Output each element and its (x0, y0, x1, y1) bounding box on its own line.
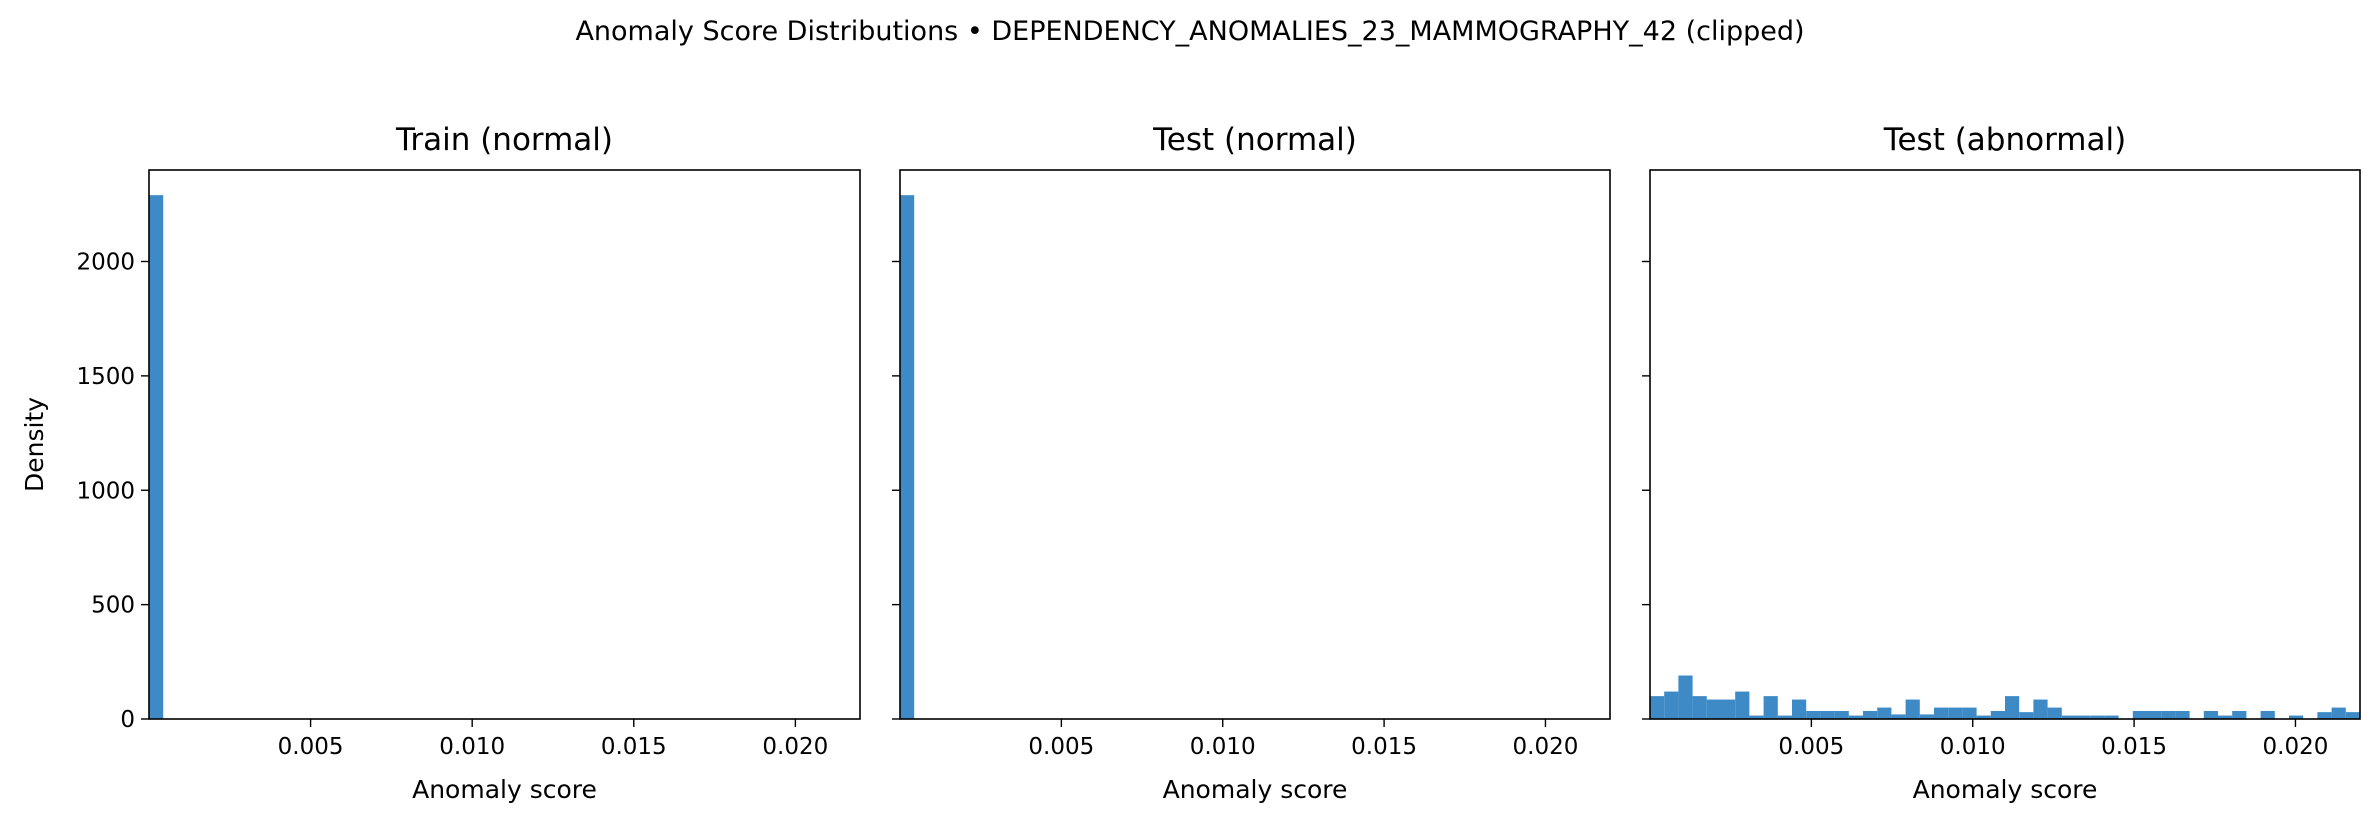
histogram-bar (2147, 710, 2162, 719)
x-axis-label: Anomaly score (1163, 775, 1348, 804)
chart-title: Train (normal) (395, 122, 613, 158)
histogram-bar (1962, 707, 1977, 719)
histogram-bar (2047, 707, 2062, 719)
histogram-bar (1919, 714, 1934, 719)
histogram-bar (1905, 699, 1920, 719)
histogram-bar (1863, 710, 1878, 719)
histogram-bar (1706, 699, 1721, 719)
chart-panel-3: 0.005 0.010 0.015 0.020 Test (abnormal) Anoma… (1642, 122, 2361, 804)
histogram-bar (1990, 710, 2005, 719)
histogram-bar (2232, 710, 2247, 719)
x-tick-label: 0.020 (2263, 734, 2329, 760)
histogram-bar (2260, 710, 2275, 719)
histogram-bar (1763, 696, 1778, 719)
histogram-bar (1820, 710, 1835, 719)
y-axis-label: Density (20, 397, 49, 492)
histogram-bar (1891, 714, 1906, 719)
x-axis-label: Anomaly score (412, 775, 597, 804)
x-tick-label: 0.015 (601, 734, 667, 760)
histogram-bar (2033, 699, 2048, 719)
histogram-bar (1777, 715, 1792, 719)
x-tick-label: 0.010 (439, 734, 505, 760)
axes-frame (1649, 169, 2361, 720)
histogram-bar (2175, 710, 2190, 719)
histogram-bar (1877, 707, 1892, 719)
histogram-bar (1678, 675, 1693, 719)
histogram-bar (1792, 699, 1807, 719)
histogram-bar (2203, 710, 2218, 719)
histogram-bar (1749, 715, 1764, 719)
histogram-bar (1664, 691, 1679, 719)
x-axis-label: Anomaly score (1913, 775, 2098, 804)
x-tick-label: 0.005 (1028, 734, 1094, 760)
histogram-bar (2345, 712, 2360, 719)
histogram-bar (1692, 696, 1707, 719)
histogram-bar (1834, 710, 1849, 719)
histogram-bar (900, 195, 915, 720)
x-tick-label: 0.005 (1778, 734, 1844, 760)
y-tick-label: 1500 (76, 364, 135, 390)
x-tick-label: 0.015 (1351, 734, 1417, 760)
figure-suptitle: Anomaly Score Distributions • DEPENDENCY… (575, 16, 1804, 47)
chart-panel-1: 0.005 0.010 0.015 0.020 0 500 1000 1500 2000 Trai… (20, 122, 861, 804)
axes-frame (899, 169, 1611, 720)
x-tick-label: 0.010 (1190, 734, 1256, 760)
histogram-bar (2005, 696, 2020, 719)
histogram-bar (2218, 715, 2233, 719)
histogram-bar (2289, 715, 2304, 719)
histogram-bar (1934, 707, 1949, 719)
y-tick-label: 0 (120, 707, 135, 733)
histogram-bar (2019, 712, 2034, 719)
histogram-bar (2132, 710, 2147, 719)
histogram-bar (1650, 696, 1665, 719)
histogram-bar (2317, 712, 2332, 719)
histogram-bar (1948, 707, 1963, 719)
histogram-bar (2076, 715, 2091, 719)
histogram-bar (1806, 710, 1821, 719)
x-tick-label: 0.005 (278, 734, 344, 760)
y-tick-label: 2000 (76, 250, 135, 276)
x-tick-label: 0.015 (2101, 734, 2167, 760)
histogram-bar (2331, 707, 2346, 719)
histogram-bar (1848, 715, 1863, 719)
histogram-bar (2104, 715, 2119, 719)
histogram-bar (1735, 691, 1750, 719)
y-tick-label: 1000 (76, 478, 135, 504)
chart-title: Test (normal) (1152, 122, 1357, 158)
histogram-bar (2090, 715, 2105, 719)
x-tick-label: 0.020 (762, 734, 828, 760)
x-tick-label: 0.010 (1940, 734, 2006, 760)
histogram-bar (1721, 699, 1736, 719)
chart-title: Test (abnormal) (1883, 122, 2126, 158)
x-tick-label: 0.020 (1513, 734, 1579, 760)
histogram-bar (2061, 715, 2076, 719)
histogram-bar (149, 195, 164, 720)
axes-frame (148, 169, 861, 720)
histogram-bar (1976, 715, 1991, 719)
histogram-bar (2161, 710, 2176, 719)
chart-panel-2: 0.005 0.010 0.015 0.020 Test (normal) Anomaly… (892, 122, 1611, 804)
y-tick-label: 500 (91, 593, 135, 619)
